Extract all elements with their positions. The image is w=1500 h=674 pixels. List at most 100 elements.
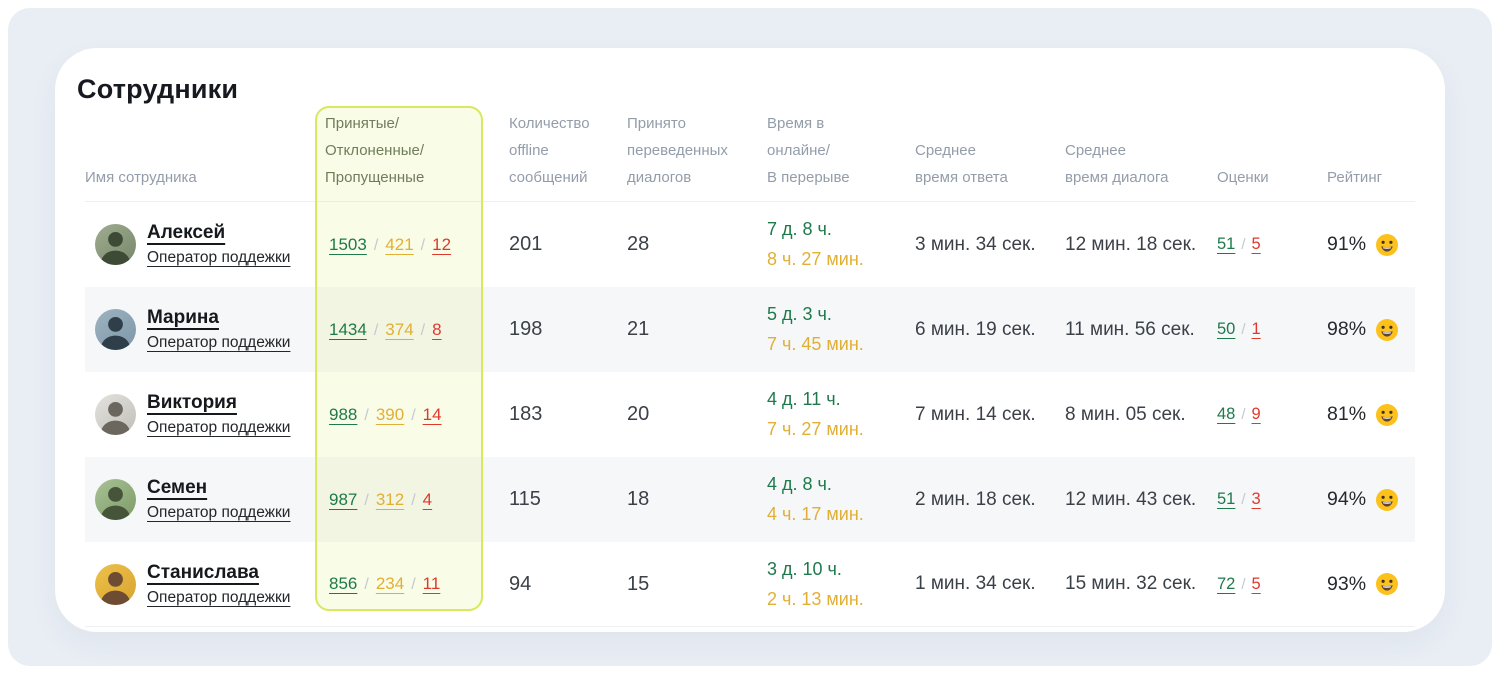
employee-role-link[interactable]: Оператор поддежки [147,588,291,606]
employee-role-link[interactable]: Оператор поддежки [147,334,291,351]
rating-cell: 98% [1327,318,1415,342]
rejected-count-link[interactable]: 390 [375,404,405,424]
separator: / [1241,321,1246,338]
employee-name-link[interactable]: Алексей [147,222,226,243]
negative-ratings-link[interactable]: 5 [1251,235,1261,253]
separator: / [1241,575,1246,593]
rating-percent: 98% [1327,318,1367,340]
ratings-cell: 72 / 5 [1217,575,1327,594]
table-header-row: Имя сотрудника Принятые/ Отклоненные/ Пр… [85,110,1415,202]
accepted-rejected-missed-cell: 988 / 390 / 14 [315,405,483,425]
time-break-value: 8 ч. 27 мин. [767,249,864,269]
separator: / [364,576,369,593]
avg-response-cell: 3 мин. 34 сек. [915,233,1036,255]
separator: / [364,406,369,424]
offline-messages-cell: 198 [509,318,543,340]
ratings-cell: 48 / 9 [1217,405,1327,424]
missed-count-link[interactable]: 4 [422,489,433,509]
avatar[interactable] [95,394,136,435]
avg-dialog-cell: 12 мин. 43 сек. [1065,488,1197,510]
rating-cell: 93% [1327,572,1415,596]
employee-name-link[interactable]: Станислава [147,561,259,583]
employee-name-link[interactable]: Виктория [147,392,237,413]
accepted-rejected-missed-cell: 987 / 312 / 4 [315,490,483,510]
accepted-rejected-missed-cell: 1503 / 421 / 12 [315,235,483,255]
avatar[interactable] [95,224,136,265]
avatar[interactable] [95,309,136,350]
positive-ratings-link[interactable]: 72 [1217,574,1236,593]
smiley-icon [1376,488,1399,511]
time-online-break-cell: 4 д. 8 ч. 4 ч. 17 мин. [767,474,915,525]
transferred-dialogs-cell: 18 [627,488,650,510]
positive-ratings-link[interactable]: 48 [1217,405,1236,423]
rejected-count-link[interactable]: 374 [385,319,414,339]
offline-messages-cell: 115 [509,488,541,510]
col-header-rating: Рейтинг [1327,169,1383,186]
avatar[interactable] [95,479,136,520]
missed-count-link[interactable]: 11 [422,574,441,593]
negative-ratings-link[interactable]: 5 [1251,574,1261,593]
col-header-accepted: Принятые/ Отклоненные/ Пропущенные [325,115,425,186]
negative-ratings-link[interactable]: 1 [1251,320,1261,338]
transferred-dialogs-cell: 28 [627,233,650,255]
rejected-count-link[interactable]: 312 [375,489,405,509]
employees-card: Сотрудники Имя сотрудника Принятые/ Откл… [55,48,1445,632]
employee-cell: Семен Оператор поддежки [85,477,315,522]
missed-count-link[interactable]: 14 [422,404,442,424]
accepted-count-link[interactable]: 856 [329,574,358,593]
time-online-value: 7 д. 8 ч. [767,219,832,239]
rejected-count-link[interactable]: 234 [375,574,405,593]
accepted-count-link[interactable]: 1503 [329,234,367,254]
missed-count-link[interactable]: 12 [432,234,452,254]
accepted-count-link[interactable]: 988 [329,404,358,424]
negative-ratings-link[interactable]: 3 [1251,490,1261,508]
accepted-count-link[interactable]: 1434 [329,319,367,339]
separator: / [420,321,426,339]
table-row: Виктория Оператор поддежки 988 / 390 / 14 18… [85,372,1415,457]
employee-name-link[interactable]: Семен [147,477,208,498]
employee-name-link[interactable]: Марина [147,307,219,328]
employee-cell: Алексей Оператор поддежки [85,222,315,267]
employee-role-link[interactable]: Оператор поддежки [147,419,291,436]
avg-response-cell: 6 мин. 19 сек. [915,318,1036,340]
positive-ratings-link[interactable]: 51 [1217,490,1236,508]
time-online-value: 4 д. 11 ч. [767,389,841,409]
rating-percent: 94% [1327,488,1367,510]
time-break-value: 7 ч. 45 мин. [767,334,864,354]
time-break-value: 2 ч. 13 мин. [767,588,864,609]
transferred-dialogs-cell: 21 [627,318,650,340]
positive-ratings-link[interactable]: 50 [1217,320,1236,338]
employees-table: Имя сотрудника Принятые/ Отклоненные/ Пр… [85,106,1415,627]
ratings-cell: 51 / 3 [1217,490,1327,509]
avg-response-cell: 1 мин. 34 сек. [915,573,1036,594]
avatar[interactable] [95,563,136,605]
rating-cell: 91% [1327,233,1415,257]
rejected-count-link[interactable]: 421 [385,234,414,254]
avg-response-cell: 7 мин. 14 сек. [915,403,1036,425]
time-online-value: 3 д. 10 ч. [767,558,842,579]
positive-ratings-link[interactable]: 51 [1217,235,1236,253]
rating-cell: 94% [1327,488,1415,512]
avg-dialog-cell: 8 мин. 05 сек. [1065,403,1186,425]
negative-ratings-link[interactable]: 9 [1251,405,1261,423]
time-online-break-cell: 7 д. 8 ч. 8 ч. 27 мин. [767,219,915,270]
col-header-time-online: Время в онлайне/ В перерыве [767,115,850,186]
table-row: Станислава Оператор поддежки 856/234/11 … [85,542,1415,627]
separator: / [411,491,416,509]
accepted-count-link[interactable]: 987 [329,489,358,509]
rating-percent: 91% [1327,233,1367,255]
separator: / [1241,491,1246,508]
rating-percent: 93% [1327,572,1367,595]
employee-role-link[interactable]: Оператор поддежки [147,504,291,521]
employee-role-link[interactable]: Оператор поддежки [147,249,291,266]
separator: / [373,236,379,254]
time-online-break-cell: 5 д. 3 ч. 7 ч. 45 мин. [767,304,915,355]
separator: / [420,236,426,254]
col-header-offline-messages: Количество offline сообщений [509,115,590,186]
transferred-dialogs-cell: 15 [627,572,650,595]
separator: / [411,576,416,593]
accepted-rejected-missed-cell: 856 / 234 / 11 [315,574,483,594]
avg-dialog-cell: 12 мин. 18 сек. [1065,233,1197,255]
table-row: Марина Оператор поддежки 1434/374/8 198 … [85,287,1415,372]
missed-count-link[interactable]: 8 [432,319,442,339]
